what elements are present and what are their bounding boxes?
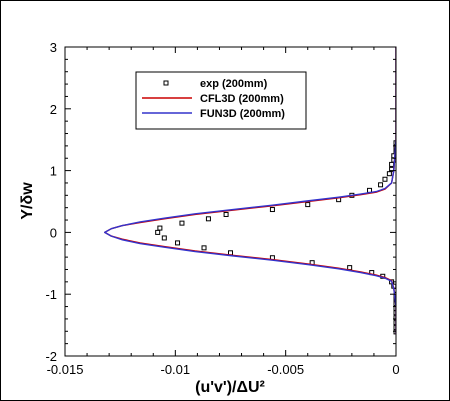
x-tick-label: -0.01	[161, 362, 191, 377]
data-point	[393, 140, 396, 146]
data-point	[378, 182, 384, 188]
data-point	[393, 320, 396, 326]
legend-label: exp (200mm)	[200, 78, 268, 90]
legend: exp (200mm) CFL3D (200mm) FUN3D (200mm)	[135, 71, 307, 130]
plot-border	[64, 46, 397, 357]
data-point	[201, 245, 207, 251]
data-point	[155, 229, 161, 235]
legend-label: CFL3D (200mm)	[200, 93, 284, 105]
data-point	[179, 220, 185, 226]
data-point	[223, 211, 229, 217]
y-tick-label: -2	[45, 349, 57, 364]
x-tick-label: -0.015	[47, 362, 84, 377]
x-tick-label: 0	[392, 362, 399, 377]
y-tick-label: 0	[50, 225, 57, 240]
legend-label: FUN3D (200mm)	[200, 108, 285, 120]
y-tick-label: 3	[50, 40, 57, 55]
data-point	[393, 329, 396, 335]
data-point	[393, 148, 396, 154]
data-point	[347, 265, 353, 271]
y-tick-label: 1	[50, 164, 57, 179]
data-point	[393, 296, 396, 302]
data-point	[269, 207, 275, 213]
x-axis-title: (u'v')/ΔU²	[195, 379, 265, 396]
data-point	[161, 235, 167, 241]
y-tick-label: 2	[50, 102, 57, 117]
y-tick-label: -1	[45, 287, 57, 302]
data-point	[393, 325, 396, 331]
series-line-2	[104, 47, 396, 335]
axes-layer: -0.015 -0.01 -0.005 0 -2 -1 0 1 2 3	[45, 40, 399, 377]
data-point	[386, 171, 392, 177]
data-point	[205, 216, 211, 222]
data-point	[382, 176, 388, 182]
data-point	[157, 225, 163, 231]
data-point	[393, 315, 396, 321]
data-point	[393, 310, 396, 316]
data-point	[175, 240, 181, 246]
data-point	[305, 202, 311, 208]
x-tick-label: -0.005	[267, 362, 304, 377]
legend-swatch-marker	[163, 80, 169, 86]
data-point	[393, 305, 396, 311]
data-point	[393, 144, 396, 150]
y-axis-title: Y/δw	[19, 182, 36, 220]
data-point	[389, 161, 395, 167]
data-point	[393, 300, 396, 306]
